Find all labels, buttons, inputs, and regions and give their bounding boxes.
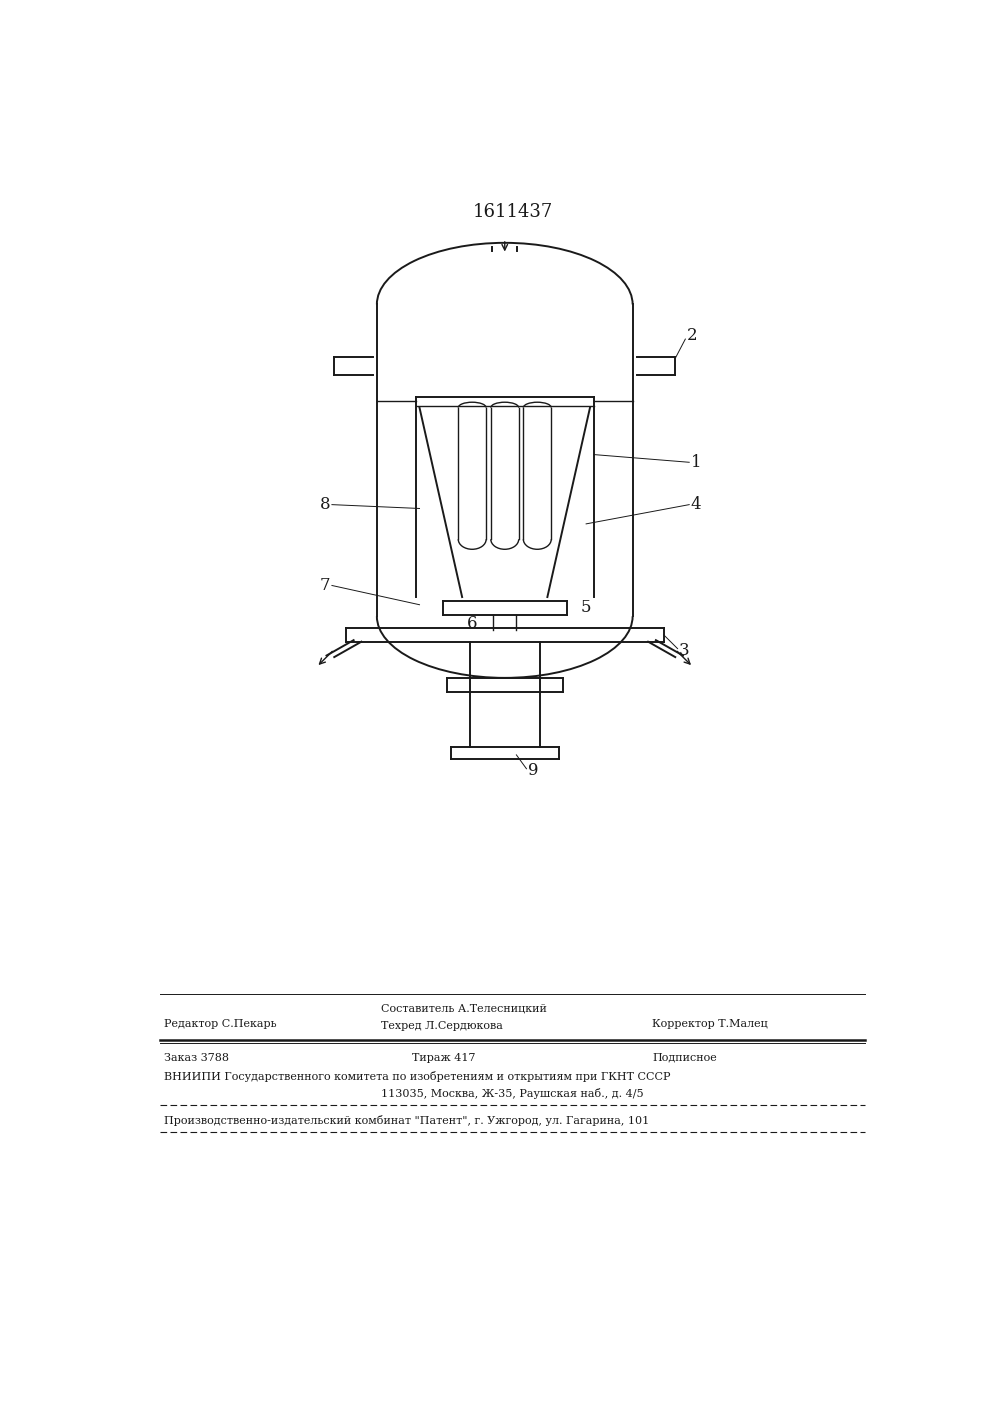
Text: 5: 5: [581, 600, 591, 617]
Text: ВНИИПИ Государственного комитета по изобретениям и открытиям при ГКНТ СССР: ВНИИПИ Государственного комитета по изоб…: [164, 1072, 670, 1082]
Text: 113035, Москва, Ж-35, Раушская наб., д. 4/5: 113035, Москва, Ж-35, Раушская наб., д. …: [381, 1089, 643, 1099]
Text: Заказ 3788: Заказ 3788: [164, 1053, 229, 1063]
Text: 7: 7: [320, 577, 330, 594]
Text: 2: 2: [687, 327, 698, 344]
Text: Техред Л.Сердюкова: Техред Л.Сердюкова: [381, 1021, 503, 1031]
Text: 8: 8: [320, 496, 330, 513]
Text: Тираж 417: Тираж 417: [412, 1053, 475, 1063]
Text: 1: 1: [691, 454, 701, 471]
Text: 6: 6: [467, 615, 478, 632]
Text: 1611437: 1611437: [472, 204, 553, 221]
Text: 9: 9: [528, 762, 538, 779]
Text: Редактор С.Пекарь: Редактор С.Пекарь: [164, 1019, 276, 1029]
Text: Подписное: Подписное: [652, 1053, 717, 1063]
Text: Корректор Т.Малец: Корректор Т.Малец: [652, 1019, 768, 1029]
Text: Составитель А.Телесницкий: Составитель А.Телесницкий: [381, 1004, 547, 1014]
Text: 3: 3: [679, 642, 690, 659]
Text: Производственно-издательский комбинат "Патент", г. Ужгород, ул. Гагарина, 101: Производственно-издательский комбинат "П…: [164, 1116, 649, 1126]
Text: 4: 4: [691, 496, 701, 513]
